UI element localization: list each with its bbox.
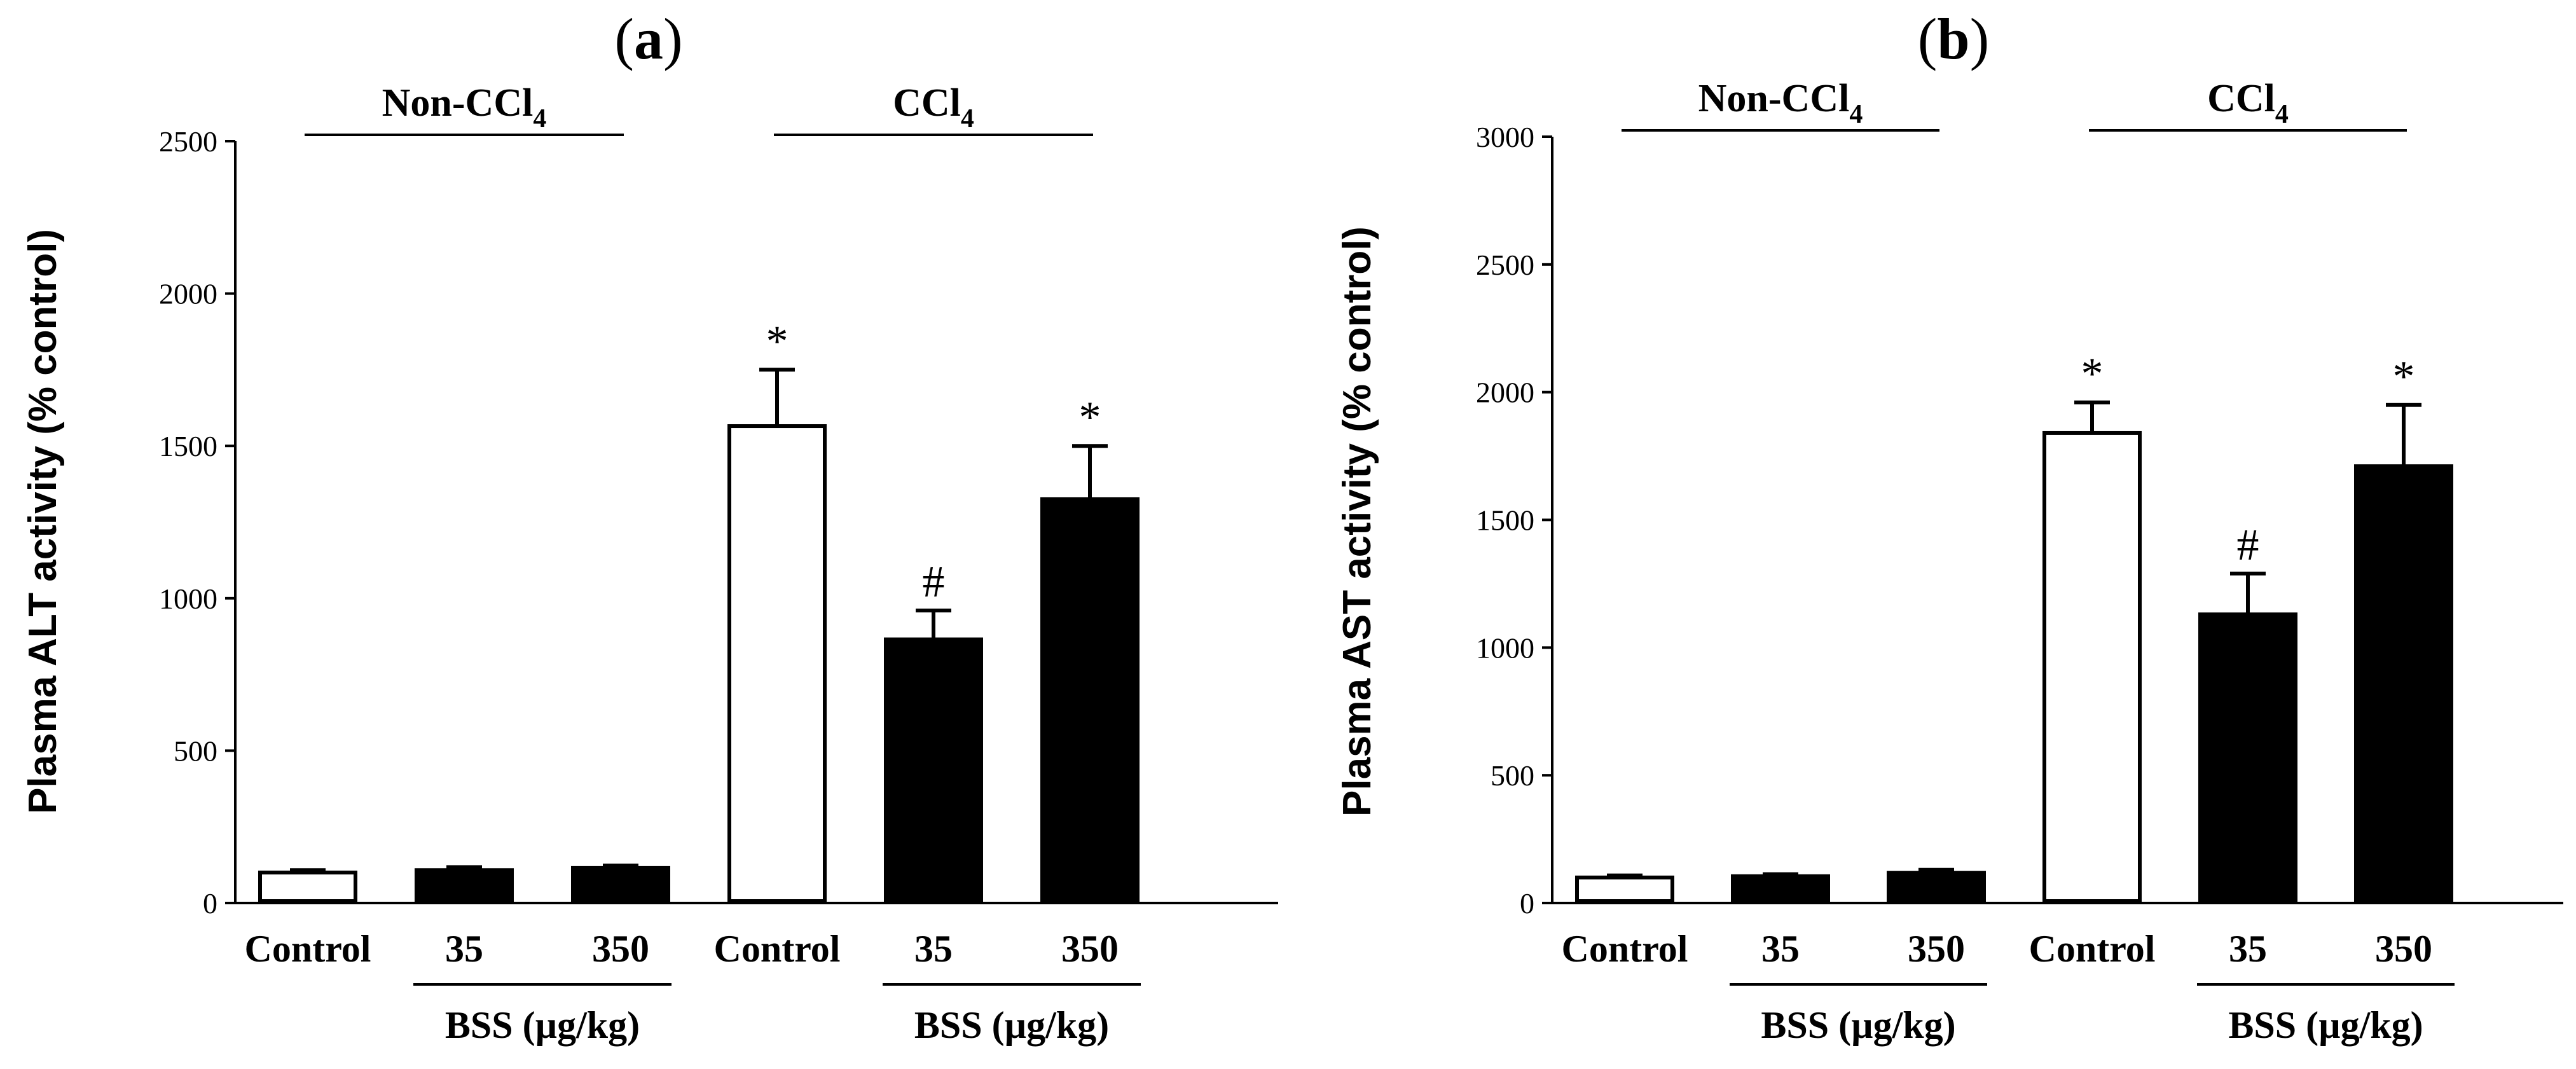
chart-panel-b: (b) 0 500 1000 1500 2000 2500 3000 Plasma AST ac… — [1335, 6, 2563, 1046]
bar-1 — [1575, 875, 1674, 904]
panel-title: (b) — [1918, 6, 1989, 71]
subgroup-label-2: BSS (µg/kg) — [2228, 1004, 2423, 1046]
group-label-text: Non-CCl — [1698, 77, 1850, 120]
group-label-2: CCl4 — [2207, 77, 2289, 129]
bar-5 — [2198, 612, 2297, 903]
bar-6 — [2354, 464, 2453, 903]
y-tick-label: 1500 — [1476, 504, 1534, 537]
group-label-1: Non-CCl4 — [382, 81, 547, 134]
panel-title: (a) — [614, 6, 682, 71]
y-tick-label: 2500 — [159, 125, 217, 158]
group-label-text: Non-CCl — [382, 81, 534, 125]
group-label-1: Non-CCl4 — [1698, 77, 1863, 129]
y-tick-label: 500 — [174, 735, 217, 767]
bar-6 — [1040, 497, 1140, 903]
category-label-5: 35 — [914, 928, 953, 970]
y-tick-label: 0 — [203, 887, 217, 920]
group-label-text: CCl — [893, 81, 961, 125]
panel-title-letter: a — [634, 6, 663, 71]
subgroup-label-2: BSS (µg/kg) — [914, 1004, 1109, 1046]
category-label-2: 35 — [445, 928, 483, 970]
y-axis-label: Plasma AST activity (% control) — [1335, 226, 1379, 817]
group-label-subscript: 4 — [961, 104, 974, 134]
bar-3 — [571, 866, 670, 903]
y-tick-label: 500 — [1491, 759, 1534, 792]
y-tick-label: 2500 — [1476, 249, 1534, 281]
group-label-subscript: 4 — [1849, 100, 1863, 129]
significance-mark-5: # — [923, 558, 945, 607]
y-tick-label: 2000 — [1476, 376, 1534, 409]
y-tick-label: 1500 — [159, 430, 217, 462]
category-label-1: Control — [1562, 928, 1688, 970]
category-label-3: 350 — [1908, 928, 1965, 970]
panel-title-letter: b — [1937, 6, 1969, 71]
bar-3 — [1887, 871, 1986, 904]
bar-2 — [1731, 874, 1830, 903]
category-label-3: 350 — [592, 928, 649, 970]
category-label-4: Control — [714, 928, 841, 970]
group-label-subscript: 4 — [533, 104, 546, 134]
category-label-6: 350 — [1061, 928, 1119, 970]
bar-4 — [727, 424, 827, 903]
bar-5 — [884, 637, 983, 903]
chart-panel-a: (a) 0 500 1000 1500 2000 2500 Plasma ALT activi… — [21, 6, 1278, 1046]
y-tick-label: 2000 — [159, 278, 217, 310]
category-label-1: Control — [245, 928, 371, 970]
y-tick-label: 3000 — [1476, 121, 1534, 153]
subgroup-label-1: BSS (µg/kg) — [1761, 1004, 1955, 1046]
panel-title-open: ( — [1918, 6, 1938, 71]
significance-mark-6: * — [2393, 352, 2415, 401]
panel-title-open: ( — [614, 6, 634, 71]
significance-mark-6: * — [1079, 393, 1101, 442]
panel-title-close: ) — [1970, 6, 1990, 71]
group-label-subscript: 4 — [2275, 100, 2289, 129]
group-label-text: CCl — [2207, 77, 2275, 120]
significance-mark-5: # — [2237, 521, 2259, 570]
subgroup-label-1: BSS (µg/kg) — [445, 1004, 640, 1046]
category-label-5: 35 — [2229, 928, 2267, 970]
significance-mark-4: * — [766, 317, 789, 366]
y-tick-label: 1000 — [159, 583, 217, 615]
y-tick-label: 0 — [1520, 887, 1534, 920]
panel-title-close: ) — [663, 6, 683, 71]
bar-4 — [2042, 431, 2142, 903]
group-label-2: CCl4 — [893, 81, 974, 134]
y-axis-label: Plasma ALT activity (% control) — [21, 229, 65, 814]
category-label-6: 350 — [2375, 928, 2432, 970]
bar-1 — [258, 871, 357, 903]
category-label-2: 35 — [1761, 928, 1800, 970]
significance-mark-4: * — [2081, 350, 2104, 399]
bar-2 — [415, 868, 514, 904]
category-label-4: Control — [2029, 928, 2156, 970]
y-tick-label: 1000 — [1476, 631, 1534, 664]
